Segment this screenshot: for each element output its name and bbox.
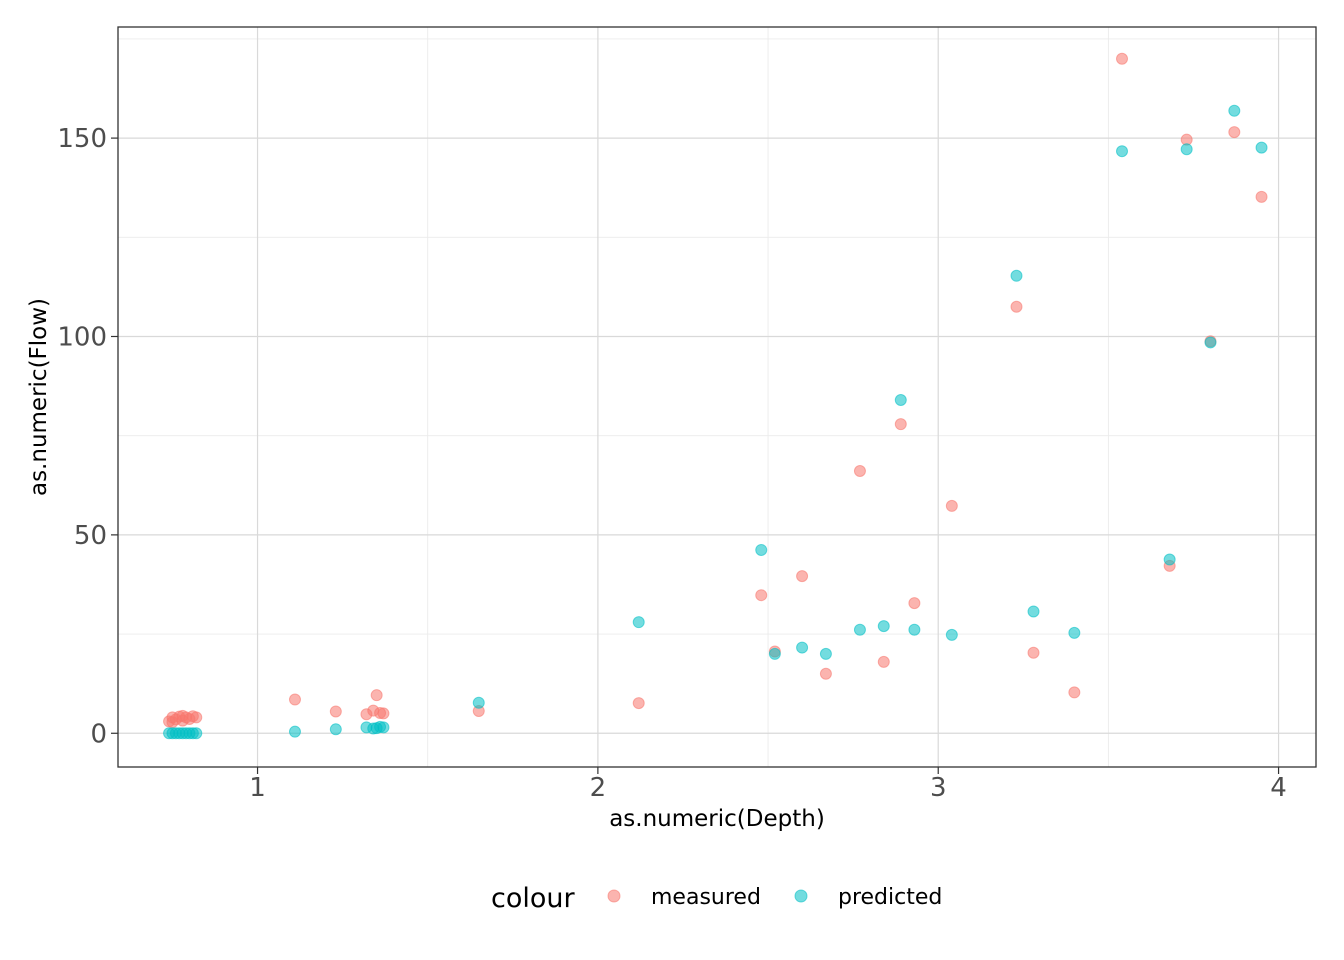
legend-label-measured: measured <box>651 885 761 910</box>
x-tick-label: 4 <box>1270 773 1287 803</box>
point-predicted <box>755 543 768 556</box>
point-predicted <box>472 696 485 709</box>
point-measured <box>1255 190 1268 203</box>
point-predicted <box>1204 336 1217 349</box>
point-predicted <box>1163 553 1176 566</box>
y-axis-ticks: 0 50 100 150 <box>57 124 118 749</box>
x-tick-label: 2 <box>590 773 607 803</box>
legend-key-predicted <box>794 889 808 903</box>
point-predicted <box>796 641 809 654</box>
y-tick-label: 50 <box>74 521 107 551</box>
legend-title: colour <box>491 883 575 914</box>
y-axis-title: as.numeric(Flow) <box>26 298 52 496</box>
point-measured <box>176 709 189 722</box>
point-measured <box>796 570 809 583</box>
point-measured <box>894 418 907 431</box>
point-measured <box>166 716 179 729</box>
point-measured <box>1068 686 1081 699</box>
point-predicted <box>768 647 781 660</box>
point-measured <box>853 465 866 477</box>
point-predicted <box>1116 145 1129 158</box>
point-predicted <box>329 723 342 736</box>
point-predicted <box>288 725 301 738</box>
point-predicted <box>819 647 832 660</box>
x-tick-label: 1 <box>249 773 266 803</box>
point-measured <box>908 597 921 610</box>
point-measured <box>632 697 645 710</box>
point-measured <box>370 689 383 702</box>
y-tick-label: 150 <box>57 124 107 154</box>
point-measured <box>329 705 342 718</box>
point-measured <box>1010 300 1023 313</box>
point-measured <box>755 589 768 602</box>
y-tick-label: 100 <box>57 322 107 352</box>
point-predicted <box>1228 104 1241 117</box>
plot-border <box>117 26 1317 768</box>
point-predicted <box>945 628 958 641</box>
y-tick-label: 0 <box>90 719 107 749</box>
point-predicted <box>190 727 203 740</box>
point-measured <box>1116 52 1129 65</box>
point-measured <box>1228 126 1241 139</box>
point-measured <box>190 711 203 724</box>
minor-gridlines <box>118 27 1316 767</box>
point-predicted <box>877 620 890 633</box>
major-gridlines <box>118 27 1316 767</box>
x-axis-title: as.numeric(Depth) <box>609 806 825 832</box>
point-predicted <box>1180 143 1193 156</box>
point-measured <box>1027 646 1040 659</box>
point-measured <box>377 707 390 720</box>
data-points <box>163 52 1268 740</box>
point-measured <box>819 667 832 680</box>
point-predicted <box>1027 605 1040 618</box>
point-predicted <box>377 721 390 734</box>
point-predicted <box>632 616 645 629</box>
point-predicted <box>1068 626 1081 639</box>
x-tick-label: 3 <box>930 773 947 803</box>
point-measured <box>288 693 301 706</box>
point-predicted <box>853 623 866 636</box>
point-measured <box>945 499 958 512</box>
point-measured <box>877 655 890 668</box>
legend-label-predicted: predicted <box>838 885 942 910</box>
x-axis-ticks: 1 2 3 4 <box>249 767 1287 803</box>
point-predicted <box>1010 269 1023 282</box>
legend: colour measured predicted <box>491 883 942 914</box>
legend-key-measured <box>607 889 621 903</box>
point-predicted <box>1255 141 1268 154</box>
point-predicted <box>908 623 921 636</box>
point-predicted <box>894 393 907 406</box>
